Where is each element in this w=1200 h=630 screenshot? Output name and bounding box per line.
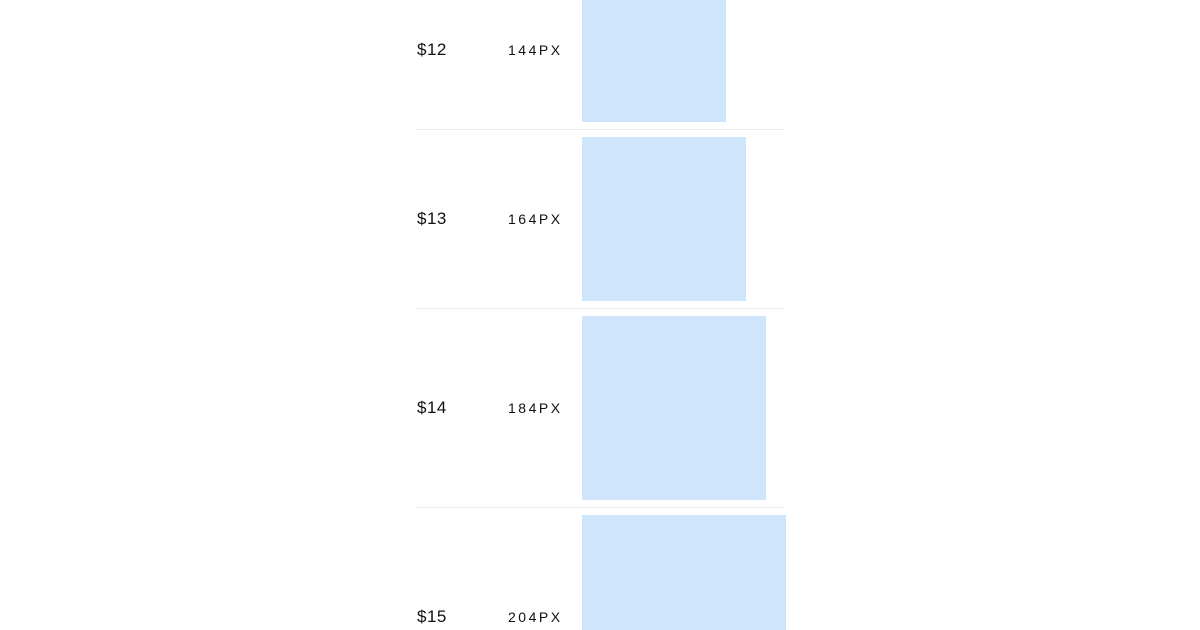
size-token-15: $15 [417, 607, 447, 626]
size-value-14: 184PX [508, 400, 563, 416]
row-divider [416, 129, 784, 130]
size-swatch-15 [582, 515, 786, 630]
size-swatch-12 [582, 0, 726, 122]
size-swatch-14 [582, 316, 766, 500]
size-value-15: 204PX [508, 609, 563, 625]
size-value-13: 164PX [508, 211, 563, 227]
size-value-12: 144PX [508, 42, 563, 58]
size-token-12: $12 [417, 40, 447, 59]
size-token-14: $14 [417, 398, 447, 417]
row-divider [416, 507, 784, 508]
size-token-13: $13 [417, 209, 447, 228]
size-swatch-13 [582, 137, 746, 301]
row-divider [416, 308, 784, 309]
